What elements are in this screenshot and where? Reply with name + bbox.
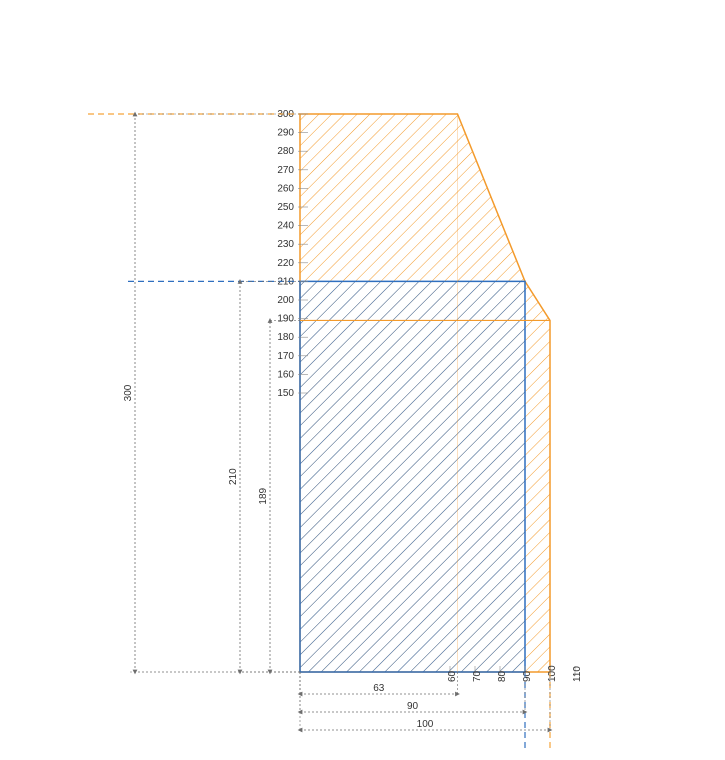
svg-text:160: 160	[277, 369, 294, 380]
svg-text:60: 60	[447, 670, 458, 682]
svg-text:190: 190	[277, 314, 294, 325]
svg-text:90: 90	[522, 670, 533, 682]
svg-text:189: 189	[258, 487, 269, 504]
svg-text:230: 230	[277, 239, 294, 250]
svg-text:270: 270	[277, 165, 294, 176]
svg-text:150: 150	[277, 388, 294, 399]
svg-text:290: 290	[277, 128, 294, 139]
svg-text:70: 70	[472, 670, 483, 682]
svg-text:210: 210	[228, 468, 239, 485]
svg-text:100: 100	[547, 665, 558, 682]
svg-text:300: 300	[123, 384, 134, 401]
svg-text:90: 90	[407, 701, 419, 712]
svg-text:80: 80	[497, 670, 508, 682]
svg-text:170: 170	[277, 351, 294, 362]
svg-text:250: 250	[277, 202, 294, 213]
svg-text:110: 110	[572, 666, 583, 682]
svg-text:260: 260	[277, 183, 294, 194]
svg-text:220: 220	[277, 258, 294, 269]
svg-text:240: 240	[277, 221, 294, 232]
svg-text:200: 200	[277, 295, 294, 306]
svg-text:180: 180	[277, 332, 294, 343]
svg-text:280: 280	[277, 146, 294, 157]
svg-text:100: 100	[417, 719, 434, 730]
svg-text:63: 63	[373, 683, 385, 694]
